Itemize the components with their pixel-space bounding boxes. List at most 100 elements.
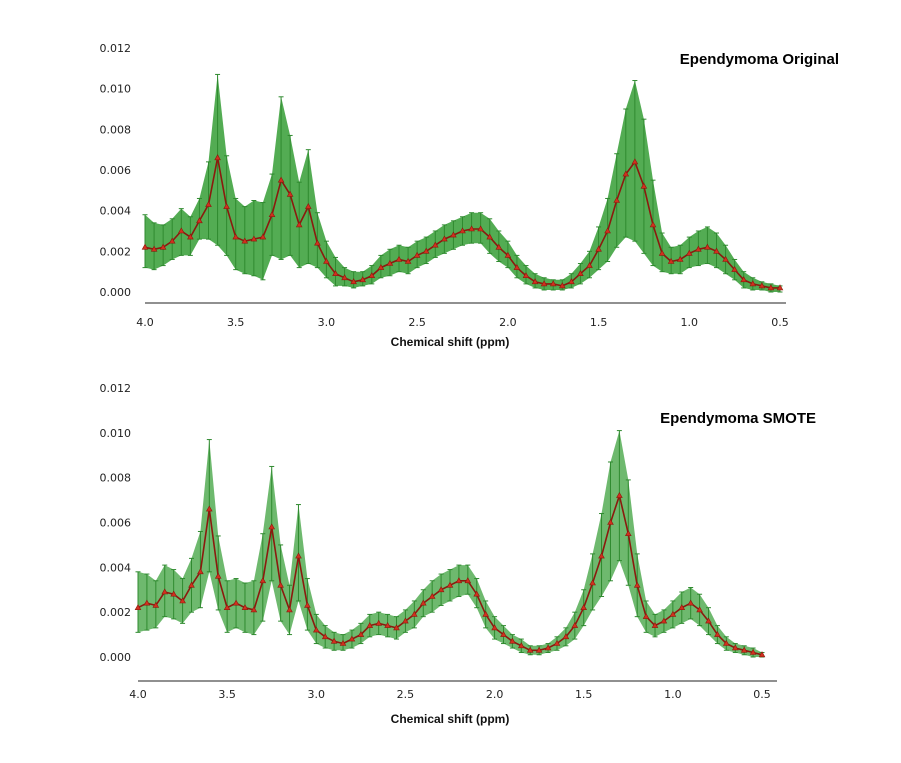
mean-marker [377,263,385,270]
mean-marker [384,621,391,628]
mean-marker [159,243,167,250]
x-tick-label: 2.5 [397,688,415,701]
mean-marker [535,646,543,653]
y-tick-labels: 0.000 0.002 0.004 0.006 0.008 0.010 0.01… [100,382,132,664]
mean-marker [446,581,454,588]
y-tick-label: 0.006 [100,164,132,177]
mean-marker [187,233,194,240]
mean-marker [669,610,677,617]
mean-marker [286,606,293,613]
mean-marker [695,245,702,252]
mean-marker [437,586,445,593]
chart-ependymoma-original: 0.000 0.002 0.004 0.006 0.008 0.010 0.01… [100,42,840,349]
y-tick-label: 0.000 [100,651,132,664]
mean-marker [642,612,650,619]
mean-marker [368,272,376,279]
mean-marker [558,282,566,289]
mean-marker [685,249,693,256]
x-tick-labels: 4.0 3.5 3.0 2.5 2.0 1.5 1.0 0.5 [136,316,789,329]
mean-marker [286,190,294,197]
mean-marker [428,592,436,599]
mean-marker [431,241,439,248]
mean-marker [776,284,784,291]
mean-marker [714,630,721,637]
mean-marker [589,579,596,586]
mean-marker [223,604,231,611]
mean-marker [413,251,421,258]
x-tick-label: 3.5 [218,688,236,701]
x-tick-label: 2.0 [499,316,517,329]
x-tick-label: 0.5 [753,688,771,701]
mean-marker [170,590,178,597]
mean-marker [758,651,766,658]
error-bar [260,202,266,281]
mean-marker [161,588,169,595]
mean-marker [304,202,312,209]
x-tick-label: 3.0 [308,688,326,701]
mean-marker [402,617,409,624]
mean-marker [468,225,475,232]
y-tick-label: 0.002 [100,606,132,619]
mean-marker [704,243,711,250]
y-tick-label: 0.010 [100,427,132,440]
y-tick-label: 0.002 [100,245,132,258]
mean-marker [205,505,213,512]
mean-marker [250,235,258,242]
x-tick-label: 0.5 [771,316,789,329]
mean-marker [250,606,258,613]
mean-marker [713,247,720,254]
mean-marker [624,530,632,537]
mean-marker [473,590,481,597]
mean-marker [631,158,639,165]
mean-marker [568,278,575,285]
error-bar [135,571,141,633]
y-tick-label: 0.012 [100,42,132,55]
mean-marker [549,280,557,287]
x-tick-label: 1.0 [681,316,699,329]
mean-marker [495,243,503,250]
mean-marker [223,202,230,209]
mean-marker [323,257,330,264]
y-tick-label: 0.012 [100,382,132,395]
mean-marker [577,270,584,277]
mean-marker [332,270,339,277]
mean-marker [633,581,641,588]
mean-marker [571,621,579,628]
y-tick-label: 0.008 [100,123,132,136]
mean-marker [214,154,221,161]
mean-marker [640,182,648,189]
mean-marker [553,639,561,646]
mean-marker [540,280,548,287]
x-tick-label: 3.0 [318,316,336,329]
mean-marker [268,523,276,530]
mean-marker [312,626,320,633]
x-tick-label: 3.5 [227,316,245,329]
mean-marker [696,606,703,613]
mean-marker [393,624,400,631]
mean-marker [649,221,657,228]
mean-marker [188,581,195,588]
mean-marker [544,644,552,651]
y-tick-label: 0.004 [100,205,132,218]
mean-marker [758,282,766,289]
mean-marker [595,245,602,252]
mean-marker [214,572,222,579]
mean-marker [357,630,365,637]
mean-marker [526,646,534,653]
mean-marker [143,599,151,606]
mean-marker [304,601,311,608]
x-tick-label: 4.0 [129,688,147,701]
mean-marker [613,196,621,203]
mean-marker [660,617,668,624]
mean-marker [455,577,463,584]
error-band [145,74,780,293]
mean-marker [667,257,675,264]
mean-marker [740,276,748,283]
mean-marker [722,255,729,262]
error-band-group [138,430,762,657]
mean-marker [205,200,212,207]
mean-marker [366,621,374,628]
mean-marker [731,644,739,651]
mean-marker [359,276,367,283]
mean-marker [197,568,204,575]
